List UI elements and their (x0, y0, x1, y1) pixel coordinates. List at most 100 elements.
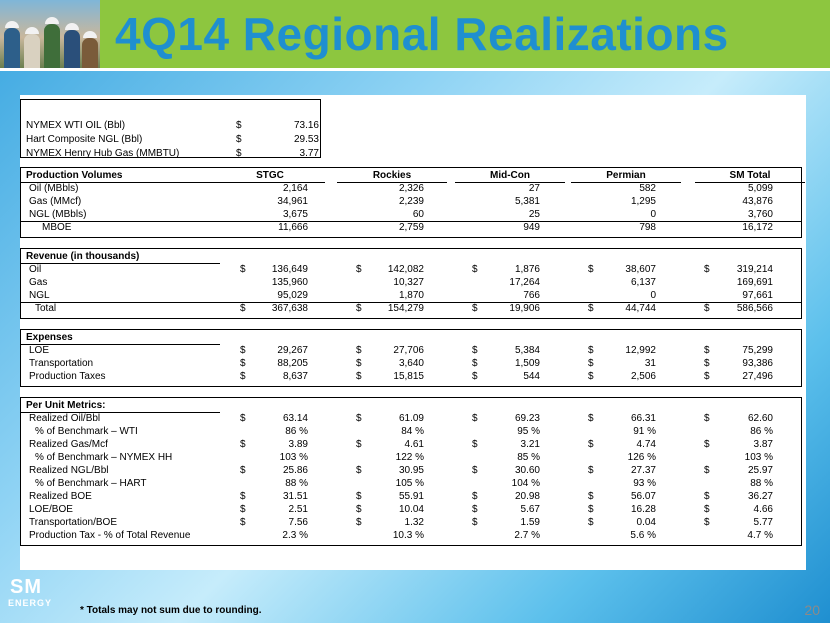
production-header-row: Production Volumes STGC Rockies Mid-Con Perm… (20, 169, 802, 182)
row-label: % of Benchmark – HART (35, 478, 147, 489)
section-header-underline (20, 344, 220, 345)
cell-value: 38,607 (625, 264, 656, 275)
revenue-row: Total $367,638 $154,279 $19,906 $44,744 $586,… (20, 302, 802, 315)
benchmark-value: 73.16 (293, 120, 319, 131)
cell-value: 36.27 (747, 491, 773, 502)
cell-value: 5,381 (514, 196, 540, 207)
benchmark-label: Hart Composite NGL (Bbl) (26, 134, 143, 145)
cell-value: 0.04 (636, 517, 656, 528)
section-header-underline (20, 412, 220, 413)
cell-value: 367,638 (271, 303, 308, 314)
cell-value: 93 % (633, 478, 656, 489)
benchmark-label: NYMEX Henry Hub Gas (MMBTU) (26, 148, 180, 159)
row-label: % of Benchmark – WTI (35, 426, 138, 437)
dollar-sign: $ (588, 413, 594, 424)
expenses-row: LOE $29,267 $27,706 $5,384 $12,992 $75,299 (20, 344, 802, 357)
dollar-sign: $ (588, 345, 594, 356)
total-rule (20, 302, 802, 303)
dollar-sign: $ (356, 303, 362, 314)
row-label: Production Tax - % of Total Revenue (29, 530, 191, 541)
revenue-row: Gas 135,960 10,327 17,264 6,137 169,691 (20, 276, 802, 289)
revenue-row: Oil $136,649 $142,082 $1,876 $38,607 $319,214 (20, 263, 802, 276)
dollar-sign: $ (240, 504, 246, 515)
cell-value: 4.61 (404, 439, 424, 450)
cell-value: 29,267 (277, 345, 308, 356)
title-bar: 4Q14 Regional Realizations (0, 0, 830, 71)
dollar-sign: $ (240, 413, 246, 424)
dollar-sign: $ (704, 517, 710, 528)
cell-value: 10.04 (398, 504, 424, 515)
cell-value: 93,386 (742, 358, 773, 369)
dollar-sign: $ (704, 465, 710, 476)
benchmark-row: Hart Composite NGL (Bbl) $29.53 (20, 133, 321, 146)
cell-value: 27,706 (393, 345, 424, 356)
cell-value: 55.91 (398, 491, 424, 502)
cell-value: 19,906 (509, 303, 540, 314)
cell-value: 3.21 (520, 439, 540, 450)
dollar-sign: $ (704, 491, 710, 502)
cell-value: 61.09 (398, 413, 424, 424)
revenue-box (20, 248, 802, 319)
dollar-sign: $ (588, 517, 594, 528)
row-label: Transportation (29, 358, 94, 369)
page-number: 20 (804, 602, 820, 618)
cell-value: 103 % (744, 452, 773, 463)
row-label: Realized Gas/Mcf (29, 439, 108, 450)
dollar-sign: $ (588, 491, 594, 502)
cell-value: 1,295 (630, 196, 656, 207)
row-label: NGL (MBbls) (29, 209, 87, 220)
cell-value: 1,870 (398, 290, 424, 301)
cell-value: 126 % (627, 452, 656, 463)
cell-value: 319,214 (736, 264, 773, 275)
cell-value: 5.77 (753, 517, 773, 528)
column-header: STGC (256, 170, 284, 181)
unit_metrics-box (20, 397, 802, 546)
column-header-underline (571, 182, 681, 183)
cell-value: 63.14 (282, 413, 308, 424)
section-header: Per Unit Metrics: (26, 400, 106, 411)
dollar-sign: $ (472, 465, 478, 476)
expenses-header-row: Expenses (20, 331, 802, 344)
section-header: Revenue (in thousands) (26, 251, 140, 262)
production-row: Oil (MBbls) 2,164 2,326 27 582 5,099 (20, 182, 802, 195)
dollar-sign: $ (472, 264, 478, 275)
dollar-sign: $ (356, 371, 362, 382)
unit_metrics-row: Realized NGL/Bbl $25.86 $30.95 $30.60 $27.37… (20, 464, 802, 477)
row-label: NGL (29, 290, 50, 301)
cell-value: 1.59 (520, 517, 540, 528)
production-row: NGL (MBbls) 3,675 60 25 0 3,760 (20, 208, 802, 221)
row-label: Transportation/BOE (29, 517, 118, 528)
unit_metrics-row: % of Benchmark – NYMEX HH 103 % 122 % 85 % 1… (20, 451, 802, 464)
cell-value: 11,666 (278, 222, 308, 233)
revenue-header-row: Revenue (in thousands) (20, 250, 802, 263)
cell-value: 122 % (395, 452, 424, 463)
unit_metrics-row: LOE/BOE $2.51 $10.04 $5.67 $16.28 $4.66 (20, 503, 802, 516)
unit_metrics-row: % of Benchmark – WTI 86 % 84 % 95 % 91 % 86 % (20, 425, 802, 438)
cell-value: 136,649 (271, 264, 308, 275)
production-row: MBOE 11,666 2,759 949 798 16,172 (20, 221, 802, 234)
row-label: % of Benchmark – NYMEX HH (35, 452, 173, 463)
page-title: 4Q14 Regional Realizations (115, 8, 729, 60)
logo-name: SM (10, 576, 42, 598)
unit_metrics-row: Production Tax - % of Total Revenue 2.3 %… (20, 529, 802, 542)
section-header-underline (20, 182, 220, 183)
row-label: Production Taxes (29, 371, 106, 382)
cell-value: 30.95 (398, 465, 424, 476)
cell-value: 0 (650, 209, 656, 220)
cell-value: 44,744 (625, 303, 656, 314)
cell-value: 60 (412, 209, 424, 220)
cell-value: 2.51 (288, 504, 308, 515)
column-header: Rockies (372, 170, 412, 181)
dollar-sign: $ (588, 504, 594, 515)
cell-value: 0 (650, 290, 656, 301)
cell-value: 1,876 (514, 264, 540, 275)
cell-value: 95 % (517, 426, 540, 437)
row-label: Realized Oil/Bbl (29, 413, 101, 424)
cell-value: 2,239 (398, 196, 424, 207)
cell-value: 2,164 (282, 183, 308, 194)
dollar-sign: $ (240, 264, 246, 275)
dollar-sign: $ (356, 517, 362, 528)
realizations-table: NYMEX WTI OIL (Bbl) $73.16 Hart Composite … (20, 95, 806, 570)
cell-value: 582 (639, 183, 656, 194)
dollar-sign: $ (704, 358, 710, 369)
